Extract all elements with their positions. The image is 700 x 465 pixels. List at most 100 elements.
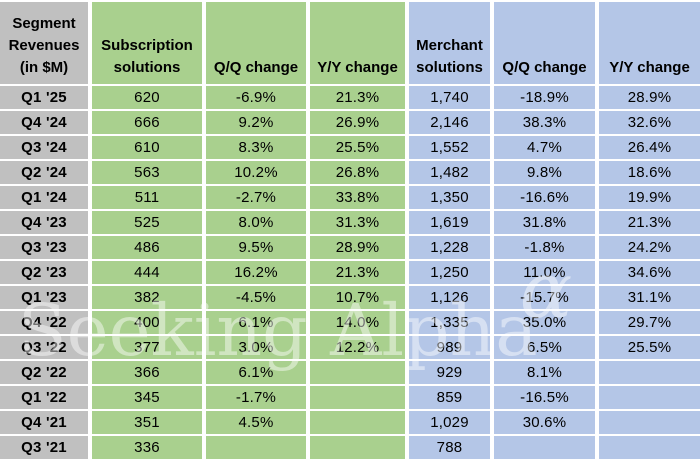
subscription-revenue-cell: 666	[92, 111, 206, 136]
quarter-label-cell: Q2 '22	[0, 361, 92, 386]
table-row: Q3 '22 377 3.0% 12.2% 989 6.5% 25.5%	[0, 336, 700, 361]
subscription-revenue-cell: 366	[92, 361, 206, 386]
table-row: Q4 '22 400 6.1% 14.0% 1,335 35.0% 29.7%	[0, 311, 700, 336]
table-row: Q4 '23 525 8.0% 31.3% 1,619 31.8% 21.3%	[0, 211, 700, 236]
merchant-revenue-cell: 1,619	[409, 211, 494, 236]
merchant-yy-change-cell: 32.6%	[599, 111, 700, 136]
subscription-revenue-cell: 610	[92, 136, 206, 161]
merchant-yy-change-cell: 21.3%	[599, 211, 700, 236]
table-row: Q1 '25 620 -6.9% 21.3% 1,740 -18.9% 28.9%	[0, 86, 700, 111]
table-row: Q3 '23 486 9.5% 28.9% 1,228 -1.8% 24.2%	[0, 236, 700, 261]
subscription-yy-change-cell	[310, 386, 409, 411]
subscription-revenue-cell: 336	[92, 436, 206, 461]
subscription-revenue-cell: 511	[92, 186, 206, 211]
quarter-label-cell: Q3 '21	[0, 436, 92, 461]
subscription-revenue-cell: 525	[92, 211, 206, 236]
quarter-label-cell: Q4 '24	[0, 111, 92, 136]
subscription-yy-change-cell: 25.5%	[310, 136, 409, 161]
col-header-subscription-solutions: Subscription solutions	[92, 2, 206, 86]
subscription-yy-change-cell: 21.3%	[310, 261, 409, 286]
quarter-label-cell: Q1 '24	[0, 186, 92, 211]
table-row: Q3 '24 610 8.3% 25.5% 1,552 4.7% 26.4%	[0, 136, 700, 161]
subscription-qq-change-cell: 16.2%	[206, 261, 310, 286]
merchant-revenue-cell: 929	[409, 361, 494, 386]
subscription-qq-change-cell: 3.0%	[206, 336, 310, 361]
quarter-label-cell: Q4 '22	[0, 311, 92, 336]
merchant-qq-change-cell: 35.0%	[494, 311, 599, 336]
quarter-label-cell: Q3 '23	[0, 236, 92, 261]
subscription-yy-change-cell: 28.9%	[310, 236, 409, 261]
subscription-revenue-cell: 400	[92, 311, 206, 336]
subscription-qq-change-cell: -4.5%	[206, 286, 310, 311]
subscription-qq-change-cell: 8.3%	[206, 136, 310, 161]
quarter-label-cell: Q1 '25	[0, 86, 92, 111]
merchant-revenue-cell: 2,146	[409, 111, 494, 136]
merchant-qq-change-cell: 6.5%	[494, 336, 599, 361]
merchant-yy-change-cell	[599, 411, 700, 436]
merchant-yy-change-cell: 18.6%	[599, 161, 700, 186]
subscription-qq-change-cell: 4.5%	[206, 411, 310, 436]
quarter-label-cell: Q3 '24	[0, 136, 92, 161]
corner-header-segment-revenues: Segment Revenues (in $M)	[0, 2, 92, 86]
subscription-yy-change-cell: 14.0%	[310, 311, 409, 336]
merchant-qq-change-cell: -1.8%	[494, 236, 599, 261]
merchant-yy-change-cell	[599, 436, 700, 461]
merchant-qq-change-cell: 30.6%	[494, 411, 599, 436]
subscription-yy-change-cell	[310, 436, 409, 461]
merchant-revenue-cell: 1,482	[409, 161, 494, 186]
quarter-label-cell: Q3 '22	[0, 336, 92, 361]
subscription-qq-change-cell: 6.1%	[206, 311, 310, 336]
subscription-revenue-cell: 382	[92, 286, 206, 311]
merchant-qq-change-cell: 31.8%	[494, 211, 599, 236]
table-row: Q2 '24 563 10.2% 26.8% 1,482 9.8% 18.6%	[0, 161, 700, 186]
merchant-yy-change-cell: 31.1%	[599, 286, 700, 311]
merchant-revenue-cell: 989	[409, 336, 494, 361]
merchant-qq-change-cell: -16.6%	[494, 186, 599, 211]
col-header-subscription-qq-change: Q/Q change	[206, 2, 310, 86]
header-row: Segment Revenues (in $M) Subscription so…	[0, 2, 700, 86]
merchant-revenue-cell: 859	[409, 386, 494, 411]
subscription-revenue-cell: 377	[92, 336, 206, 361]
merchant-revenue-cell: 1,228	[409, 236, 494, 261]
merchant-revenue-cell: 1,250	[409, 261, 494, 286]
subscription-yy-change-cell: 12.2%	[310, 336, 409, 361]
merchant-yy-change-cell: 29.7%	[599, 311, 700, 336]
col-header-merchant-qq-change: Q/Q change	[494, 2, 599, 86]
subscription-qq-change-cell: 10.2%	[206, 161, 310, 186]
merchant-qq-change-cell: -18.9%	[494, 86, 599, 111]
subscription-yy-change-cell: 10.7%	[310, 286, 409, 311]
table-row: Q1 '22 345 -1.7% 859 -16.5%	[0, 386, 700, 411]
quarter-label-cell: Q4 '23	[0, 211, 92, 236]
merchant-yy-change-cell: 24.2%	[599, 236, 700, 261]
merchant-revenue-cell: 1,126	[409, 286, 494, 311]
subscription-qq-change-cell: 9.5%	[206, 236, 310, 261]
quarter-label-cell: Q1 '23	[0, 286, 92, 311]
subscription-yy-change-cell: 31.3%	[310, 211, 409, 236]
subscription-revenue-cell: 486	[92, 236, 206, 261]
table-row: Q2 '23 444 16.2% 21.3% 1,250 11.0% 34.6%	[0, 261, 700, 286]
table-row: Q4 '21 351 4.5% 1,029 30.6%	[0, 411, 700, 436]
subscription-qq-change-cell: 8.0%	[206, 211, 310, 236]
merchant-qq-change-cell: 38.3%	[494, 111, 599, 136]
subscription-qq-change-cell: 9.2%	[206, 111, 310, 136]
merchant-revenue-cell: 1,350	[409, 186, 494, 211]
subscription-qq-change-cell: -1.7%	[206, 386, 310, 411]
col-header-subscription-yy-change: Y/Y change	[310, 2, 409, 86]
merchant-yy-change-cell	[599, 361, 700, 386]
subscription-revenue-cell: 620	[92, 86, 206, 111]
table-row: Q4 '24 666 9.2% 26.9% 2,146 38.3% 32.6%	[0, 111, 700, 136]
subscription-qq-change-cell	[206, 436, 310, 461]
quarter-label-cell: Q2 '23	[0, 261, 92, 286]
subscription-yy-change-cell: 26.8%	[310, 161, 409, 186]
merchant-revenue-cell: 788	[409, 436, 494, 461]
subscription-revenue-cell: 563	[92, 161, 206, 186]
merchant-qq-change-cell: -15.7%	[494, 286, 599, 311]
subscription-qq-change-cell: -6.9%	[206, 86, 310, 111]
merchant-qq-change-cell: -16.5%	[494, 386, 599, 411]
merchant-revenue-cell: 1,740	[409, 86, 494, 111]
table-row: Q1 '24 511 -2.7% 33.8% 1,350 -16.6% 19.9%	[0, 186, 700, 211]
col-header-merchant-yy-change: Y/Y change	[599, 2, 700, 86]
subscription-revenue-cell: 444	[92, 261, 206, 286]
merchant-qq-change-cell: 4.7%	[494, 136, 599, 161]
